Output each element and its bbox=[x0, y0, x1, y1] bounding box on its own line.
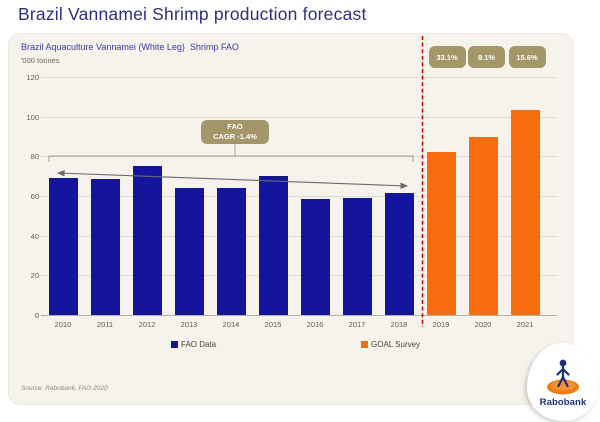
y-axis-unit-label: '000 tonnes bbox=[21, 56, 60, 65]
legend-swatch-2 bbox=[361, 341, 368, 348]
x-tick-2011: 2011 bbox=[96, 320, 114, 329]
x-tick-2012: 2012 bbox=[138, 320, 156, 329]
bar-2014 bbox=[216, 188, 246, 315]
gridline-100 bbox=[41, 116, 557, 118]
rabobank-wordmark: Rabobank bbox=[539, 397, 587, 408]
rabobank-figure-icon bbox=[547, 359, 579, 395]
bar-2012 bbox=[132, 166, 162, 315]
legend-item-2: GOAL Survey bbox=[361, 340, 420, 349]
cagr-line1: FAO bbox=[227, 121, 243, 131]
gridline-40 bbox=[41, 235, 557, 237]
bar-2011 bbox=[90, 179, 120, 315]
growth-badge-1: 33.1% bbox=[428, 46, 466, 68]
rabobank-logo: Rabobank bbox=[527, 343, 599, 421]
y-tick-120: 120 bbox=[26, 73, 39, 82]
x-tick-2021: 2021 bbox=[516, 320, 534, 329]
legend-label-2: GOAL Survey bbox=[371, 340, 421, 349]
legend-item-1: FAO Data bbox=[171, 340, 216, 349]
x-tick-2013: 2013 bbox=[180, 320, 198, 329]
gridline-120 bbox=[41, 77, 557, 78]
bar-2017 bbox=[342, 197, 372, 315]
x-tick-2019: 2019 bbox=[432, 320, 450, 329]
x-tick-2010: 2010 bbox=[54, 320, 72, 329]
x-tick-2018: 2018 bbox=[390, 320, 408, 329]
y-tick-80: 80 bbox=[30, 152, 39, 162]
x-tick-2017: 2017 bbox=[348, 320, 366, 329]
bar-2016 bbox=[300, 198, 330, 315]
bar-2010 bbox=[48, 178, 78, 315]
growth-badge-3: 15.6% bbox=[508, 46, 546, 68]
bar-2019 bbox=[426, 152, 456, 315]
y-tick-100: 100 bbox=[26, 112, 39, 122]
bar-2015 bbox=[258, 176, 288, 315]
page-title: Brazil Vannamei Shrimp production foreca… bbox=[18, 4, 367, 24]
chart-legend: FAO Data GOAL Survey bbox=[9, 340, 575, 354]
y-tick-0: 0 bbox=[34, 311, 39, 320]
y-tick-60: 60 bbox=[30, 192, 39, 201]
x-tick-2015: 2015 bbox=[264, 320, 282, 329]
y-tick-20: 20 bbox=[30, 271, 39, 281]
gridline-60 bbox=[41, 196, 557, 197]
legend-label-1: FAO Data bbox=[181, 340, 217, 349]
chart-panel: Brazil Aquaculture Vannamei (White Leg) … bbox=[8, 33, 574, 405]
x-axis-line bbox=[41, 315, 557, 316]
x-tick-2016: 2016 bbox=[306, 320, 324, 329]
bar-2013 bbox=[174, 188, 204, 315]
cagr-line2: CAGR -1.4% bbox=[213, 132, 257, 141]
x-tick-2020: 2020 bbox=[474, 320, 492, 329]
cagr-callout: FAO CAGR -1.4% bbox=[201, 120, 269, 144]
bar-2020 bbox=[468, 136, 498, 315]
source-note: Source: Rabobank, FAO 2020 bbox=[21, 385, 108, 392]
x-tick-2014: 2014 bbox=[222, 320, 240, 329]
growth-badge-2: 9.1% bbox=[468, 46, 505, 68]
chart-subtitle: Brazil Aquaculture Vannamei (White Leg) … bbox=[21, 42, 239, 52]
bar-2021 bbox=[510, 109, 540, 315]
legend-swatch-1 bbox=[171, 341, 178, 348]
bar-2018 bbox=[384, 193, 414, 315]
y-tick-40: 40 bbox=[30, 231, 39, 241]
gridline-20 bbox=[41, 275, 557, 277]
